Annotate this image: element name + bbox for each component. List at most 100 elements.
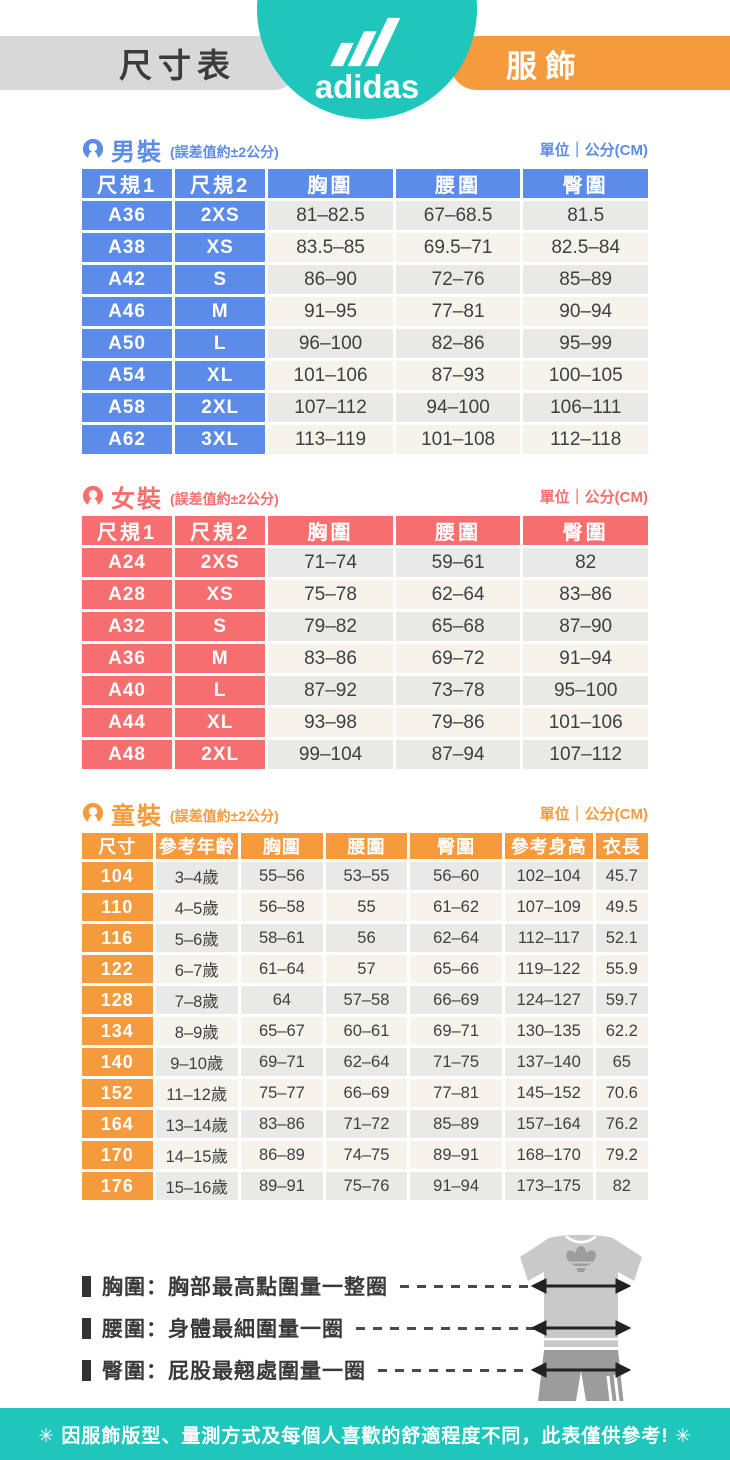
value-cell: 69–72	[395, 644, 521, 673]
value-cell: 56–60	[410, 862, 502, 890]
legend-row-chest: 胸圍：胸部最高點圍量一整圈	[82, 1273, 534, 1299]
size-label-cell: XS	[175, 233, 266, 262]
value-cell: 61–62	[410, 893, 502, 921]
value-cell: 62–64	[410, 924, 502, 952]
column-header: 衣長	[595, 833, 648, 859]
men-size-table: 尺規1 尺規2 胸圍 腰圍 臀圍 A36 2XS 81–82.5 67–68.5 81.5 A38 X…	[79, 166, 651, 457]
size-label-cell: A58	[82, 393, 173, 422]
size-label-cell: 116	[82, 924, 153, 952]
legend-text: 胸圍：胸部最高點圍量一整圈	[102, 1276, 388, 1299]
table-row: 152 11–12歲 75–77 66–69 77–81 145–152 70.6	[82, 1079, 648, 1107]
value-cell: 107–112	[268, 393, 393, 422]
value-cell: 3–4歲	[155, 862, 239, 890]
value-cell: 86–89	[241, 1141, 323, 1169]
value-cell: 56–58	[241, 893, 323, 921]
value-cell: 91–94	[523, 644, 648, 673]
column-header: 尺規2	[175, 169, 266, 198]
person-icon	[82, 802, 104, 824]
value-cell: 65–66	[410, 955, 502, 983]
value-cell: 107–109	[504, 893, 593, 921]
value-cell: 99–104	[268, 740, 393, 769]
value-cell: 82.5–84	[523, 233, 648, 262]
value-cell: 64	[241, 986, 323, 1014]
value-cell: 9–10歲	[155, 1048, 239, 1076]
size-label-cell: 2XL	[175, 393, 266, 422]
value-cell: 69.5–71	[395, 233, 521, 262]
table-row: A58 2XL 107–112 94–100 106–111	[82, 393, 648, 422]
value-cell: 6–7歲	[155, 955, 239, 983]
column-header: 臀圍	[523, 169, 648, 198]
footer-disclaimer: ✳ 因服飾版型、量測方式及每個人喜歡的舒適程度不同，此表僅供參考! ✳	[0, 1408, 730, 1460]
table-row: 176 15–16歲 89–91 75–76 91–94 173–175 82	[82, 1172, 648, 1200]
column-header: 參考身高	[504, 833, 593, 859]
tolerance-note: (誤差值約±2公分)	[170, 490, 279, 507]
measurement-legend: 胸圍：胸部最高點圍量一整圈 腰圍：身體最細圍量一圈 臀圍：屁股最翹處圍量一圈	[82, 1219, 648, 1407]
size-label-cell: A50	[82, 329, 173, 358]
size-label-cell: A46	[82, 297, 173, 326]
size-label-cell: 176	[82, 1172, 153, 1200]
value-cell: 73–78	[395, 676, 521, 705]
tolerance-note: (誤差值約±2公分)	[170, 807, 279, 824]
column-header: 尺規1	[82, 516, 173, 545]
value-cell: 95–100	[523, 676, 648, 705]
size-label-cell: XL	[175, 361, 266, 390]
value-cell: 71–72	[325, 1110, 408, 1138]
value-cell: 61–64	[241, 955, 323, 983]
header: 尺寸表 服飾 adidas	[0, 0, 730, 130]
size-label-cell: S	[175, 612, 266, 641]
value-cell: 75–78	[268, 580, 393, 609]
size-label-cell: 152	[82, 1079, 153, 1107]
size-label-cell: A40	[82, 676, 173, 705]
value-cell: 8–9歲	[155, 1017, 239, 1045]
value-cell: 76.2	[595, 1110, 648, 1138]
table-row: A48 2XL 99–104 87–94 107–112	[82, 740, 648, 769]
size-label-cell: A44	[82, 708, 173, 737]
category-label: 服飾	[506, 48, 584, 84]
column-header: 腰圍	[395, 169, 521, 198]
value-cell: 145–152	[504, 1079, 593, 1107]
unit-label: 單位｜公分(CM)	[539, 141, 648, 159]
size-label-cell: 164	[82, 1110, 153, 1138]
measure-arrow	[530, 1320, 632, 1336]
value-cell: 87–94	[395, 740, 521, 769]
value-cell: 4–5歲	[155, 893, 239, 921]
value-cell: 69–71	[241, 1048, 323, 1076]
value-cell: 66–69	[325, 1079, 408, 1107]
unit-label: 單位｜公分(CM)	[539, 805, 648, 823]
tshirt-illustration	[520, 1235, 642, 1402]
section-women: 女裝 (誤差值約±2公分) 單位｜公分(CM) 尺規1 尺規2 胸圍 腰圍 臀圍 A24 2…	[82, 481, 648, 772]
size-chart-title-pill: 尺寸表	[0, 36, 300, 90]
value-cell: 157–164	[504, 1110, 593, 1138]
value-cell: 82	[523, 548, 648, 577]
value-cell: 130–135	[504, 1017, 593, 1045]
value-cell: 79.2	[595, 1141, 648, 1169]
column-header: 尺規2	[175, 516, 266, 545]
brand-wordmark: adidas	[314, 68, 420, 105]
value-cell: 11–12歲	[155, 1079, 239, 1107]
value-cell: 101–106	[268, 361, 393, 390]
unit-label: 單位｜公分(CM)	[539, 488, 648, 506]
page-title: 尺寸表	[119, 47, 236, 84]
value-cell: 75–76	[325, 1172, 408, 1200]
legend-row-hip: 臀圍：屁股最翹處圍量一圈	[82, 1357, 530, 1383]
column-header: 胸圍	[268, 169, 393, 198]
value-cell: 74–75	[325, 1141, 408, 1169]
section-men-header: 男裝 (誤差值約±2公分) 單位｜公分(CM)	[82, 134, 648, 166]
value-cell: 83.5–85	[268, 233, 393, 262]
women-size-table: 尺規1 尺規2 胸圍 腰圍 臀圍 A24 2XS 71–74 59–61 82 A28 XS 75–78…	[79, 513, 651, 772]
table-row: 170 14–15歲 86–89 74–75 89–91 168–170 79.2	[82, 1141, 648, 1169]
value-cell: 81–82.5	[268, 201, 393, 230]
dashed-connector	[356, 1326, 534, 1330]
size-label-cell: 2XS	[175, 201, 266, 230]
value-cell: 77–81	[395, 297, 521, 326]
value-cell: 65	[595, 1048, 648, 1076]
value-cell: 85–89	[523, 265, 648, 294]
content: 男裝 (誤差值約±2公分) 單位｜公分(CM) 尺規1 尺規2 胸圍 腰圍 臀圍 A36 2…	[82, 134, 648, 1407]
dashed-connector	[378, 1368, 530, 1372]
size-label-cell: XL	[175, 708, 266, 737]
value-cell: 96–100	[268, 329, 393, 358]
table-row: 134 8–9歲 65–67 60–61 69–71 130–135 62.2	[82, 1017, 648, 1045]
tolerance-note: (誤差值約±2公分)	[170, 143, 279, 160]
value-cell: 57–58	[325, 986, 408, 1014]
table-row: A50 L 96–100 82–86 95–99	[82, 329, 648, 358]
